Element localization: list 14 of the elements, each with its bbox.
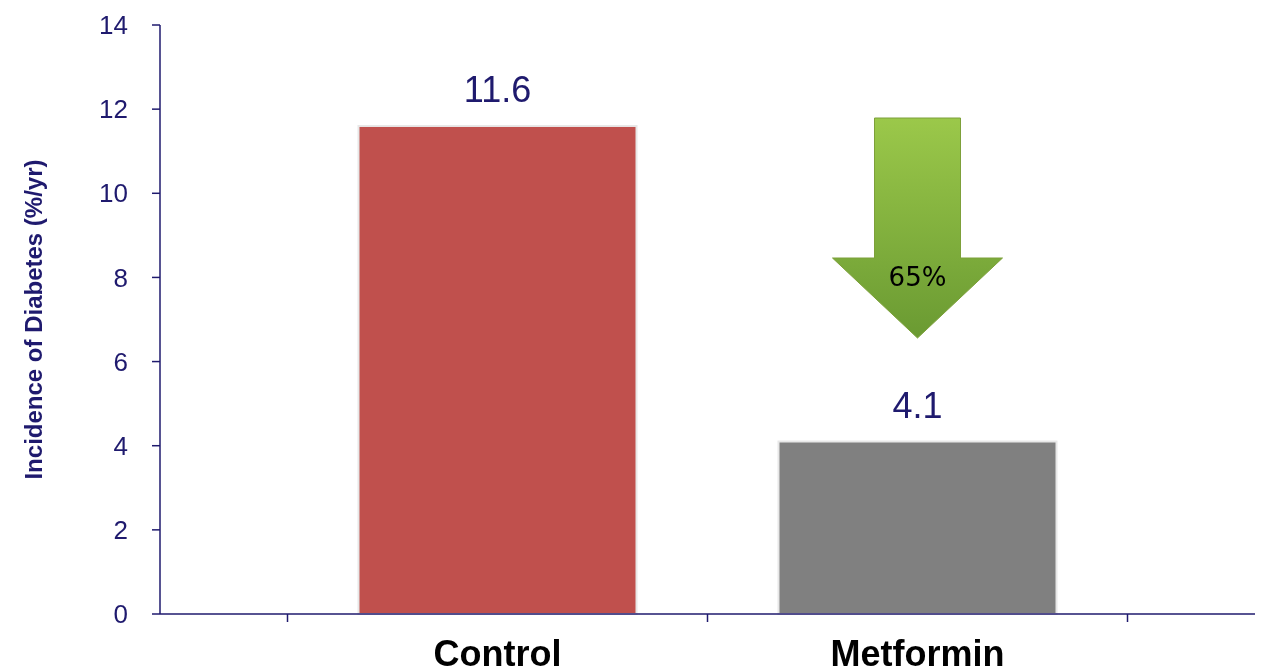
y-tick-label: 2 <box>113 514 128 545</box>
y-tick-label: 4 <box>113 430 128 461</box>
y-tick-label: 8 <box>113 262 128 293</box>
data-label: 11.6 <box>463 68 532 110</box>
x-tick-label: Control <box>433 633 562 671</box>
y-tick-label: 12 <box>99 94 128 125</box>
y-tick-label: 0 <box>113 599 128 630</box>
y-tick-label: 14 <box>99 10 128 41</box>
y-tick-label: 10 <box>99 178 128 209</box>
data-label: 4.1 <box>892 384 943 426</box>
annotation: 65% <box>888 262 947 293</box>
y-axis-title: Incidence of Diabetes (%/yr) <box>20 159 47 480</box>
y-tick-label: 6 <box>113 346 128 377</box>
x-tick-label: Metformin <box>830 633 1005 671</box>
